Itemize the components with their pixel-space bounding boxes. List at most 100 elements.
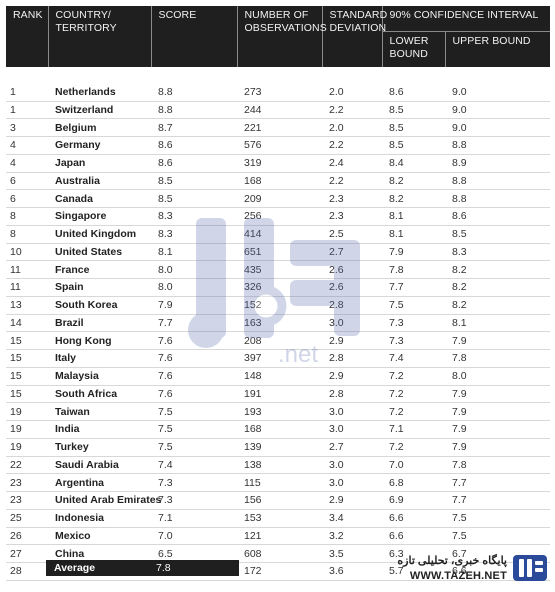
cell-upper: 7.8 <box>445 456 551 475</box>
cell-score: 7.5 <box>151 438 237 457</box>
cell-std: 3.5 <box>322 544 382 563</box>
cell-rank: 1 <box>6 83 48 102</box>
cell-upper: 9.0 <box>445 101 551 120</box>
cell-rank: 6 <box>6 172 48 191</box>
cell-score: 7.6 <box>151 385 237 404</box>
cell-upper: 8.1 <box>445 314 551 333</box>
table-row: 19 Taiwan 7.5 193 3.0 7.2 7.9 <box>6 402 551 421</box>
cell-country: Saudi Arabia <box>48 456 151 475</box>
table-row: 1 Switzerland 8.8 244 2.2 8.5 9.0 <box>6 101 551 120</box>
cell-lower: 6.8 <box>382 473 445 492</box>
cell-rank: 15 <box>6 331 48 350</box>
cell-obs: 121 <box>237 527 322 546</box>
cell-score: 7.3 <box>151 491 237 510</box>
cell-rank: 23 <box>6 473 48 492</box>
cell-country: United Kingdom <box>48 225 151 244</box>
cell-lower: 7.9 <box>382 243 445 262</box>
cell-score: 8.5 <box>151 189 237 208</box>
cell-rank: 4 <box>6 136 48 155</box>
cell-upper: 9.0 <box>445 83 551 102</box>
table-row: 11 France 8.0 435 2.6 7.8 8.2 <box>6 260 551 279</box>
cell-score: 7.5 <box>151 402 237 421</box>
cell-score: 7.0 <box>151 527 237 546</box>
cell-std: 2.9 <box>322 491 382 510</box>
cell-rank: 27 <box>6 544 48 563</box>
cell-country: France <box>48 260 151 279</box>
header-upper-bound: UPPER BOUND <box>444 31 551 67</box>
cell-lower: 7.8 <box>382 260 445 279</box>
cell-lower: 6.6 <box>382 509 445 528</box>
cell-score: 7.3 <box>151 473 237 492</box>
cell-score: 7.9 <box>151 296 237 315</box>
cell-rank: 8 <box>6 225 48 244</box>
cell-rank: 1 <box>6 101 48 120</box>
table-row: 15 Malaysia 7.6 148 2.9 7.2 8.0 <box>6 367 551 386</box>
header-standard-deviation: STANDARD DEVIATION <box>321 6 387 67</box>
cell-obs: 608 <box>237 544 322 563</box>
cell-std: 3.0 <box>322 473 382 492</box>
cell-upper: 8.2 <box>445 296 551 315</box>
cell-upper: 8.8 <box>445 189 551 208</box>
cell-country: Brazil <box>48 314 151 333</box>
cell-rank: 6 <box>6 189 48 208</box>
brand-url: WWW.TAZEH.NET <box>409 570 507 582</box>
cell-std: 3.0 <box>322 402 382 421</box>
cell-upper: 8.8 <box>445 172 551 191</box>
table-row: 14 Brazil 7.7 163 3.0 7.3 8.1 <box>6 314 551 333</box>
cell-score: 8.6 <box>151 136 237 155</box>
cell-obs: 256 <box>237 207 322 226</box>
cell-obs: 576 <box>237 136 322 155</box>
cell-lower: 6.6 <box>382 527 445 546</box>
cell-obs: 115 <box>237 473 322 492</box>
cell-rank: 25 <box>6 509 48 528</box>
cell-std: 2.9 <box>322 367 382 386</box>
cell-rank: 22 <box>6 456 48 475</box>
table-row: 1 Netherlands 8.8 273 2.0 8.6 9.0 <box>6 83 551 102</box>
cell-obs: 651 <box>237 243 322 262</box>
cell-std: 2.7 <box>322 243 382 262</box>
cell-upper: 8.5 <box>445 225 551 244</box>
cell-rank: 19 <box>6 438 48 457</box>
table-row: 19 India 7.5 168 3.0 7.1 7.9 <box>6 420 551 439</box>
cell-upper: 8.2 <box>445 278 551 297</box>
cell-upper: 7.5 <box>445 509 551 528</box>
cell-lower: 8.5 <box>382 136 445 155</box>
cell-std: 3.0 <box>322 456 382 475</box>
cell-score: 8.5 <box>151 172 237 191</box>
cell-rank: 19 <box>6 420 48 439</box>
cell-obs: 208 <box>237 331 322 350</box>
cell-std: 2.2 <box>322 136 382 155</box>
cell-country: Switzerland <box>48 101 151 120</box>
cell-std: 2.6 <box>322 278 382 297</box>
cell-lower: 5.7 <box>382 562 445 581</box>
cell-upper: 9.0 <box>445 118 551 137</box>
cell-obs: 139 <box>237 438 322 457</box>
header-lower-bound: LOWER BOUND <box>381 31 445 67</box>
cell-rank: 3 <box>6 118 48 137</box>
table-row: 4 Germany 8.6 576 2.2 8.5 8.8 <box>6 136 551 155</box>
cell-lower: 7.7 <box>382 278 445 297</box>
cell-score: 8.3 <box>151 225 237 244</box>
table-row: 6 Australia 8.5 168 2.2 8.2 8.8 <box>6 172 551 191</box>
table-row: 6 Canada 8.5 209 2.3 8.2 8.8 <box>6 189 551 208</box>
table-row: 15 Hong Kong 7.6 208 2.9 7.3 7.9 <box>6 331 551 350</box>
cell-lower: 8.2 <box>382 189 445 208</box>
cell-rank: 19 <box>6 402 48 421</box>
header-score: SCORE <box>150 6 237 67</box>
table-row: 3 Belgium 8.7 221 2.0 8.5 9.0 <box>6 118 551 137</box>
cell-std: 2.4 <box>322 154 382 173</box>
cell-rank: 11 <box>6 260 48 279</box>
table-row: 27 China 6.5 608 3.5 6.3 6.7 <box>6 544 551 563</box>
cell-obs: 152 <box>237 296 322 315</box>
cell-score: 7.1 <box>151 509 237 528</box>
cell-score: 7.7 <box>151 314 237 333</box>
cell-lower: 7.5 <box>382 296 445 315</box>
cell-score: 8.8 <box>151 83 237 102</box>
cell-rank: 15 <box>6 367 48 386</box>
cell-std: 2.0 <box>322 118 382 137</box>
table-row: 26 Mexico 7.0 121 3.2 6.6 7.5 <box>6 527 551 546</box>
cell-country: Canada <box>48 189 151 208</box>
table-row: 10 United States 8.1 651 2.7 7.9 8.3 <box>6 243 551 262</box>
cell-country: United Arab Emirates <box>48 491 161 510</box>
cell-std: 3.2 <box>322 527 382 546</box>
